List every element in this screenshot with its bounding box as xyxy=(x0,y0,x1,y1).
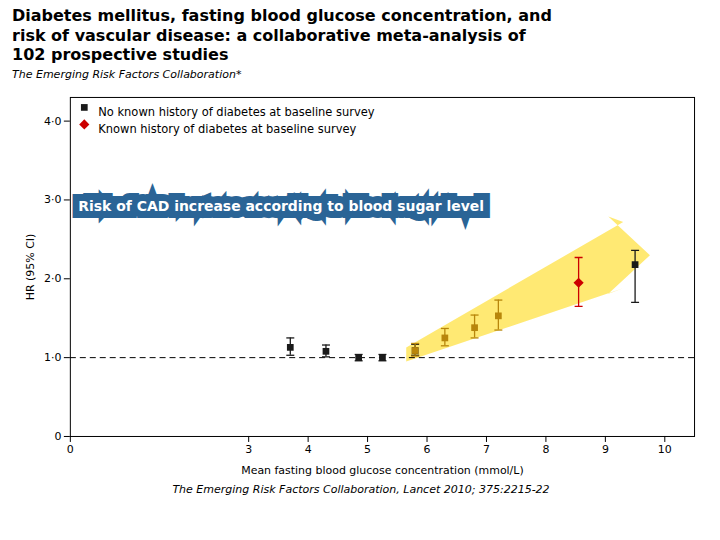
svg-text:6: 6 xyxy=(424,443,431,456)
svg-text:1·0: 1·0 xyxy=(44,351,61,364)
svg-text:5: 5 xyxy=(364,443,371,456)
html-text:Diabetes mellitus, fasting blo: Diabetes mellitus, fasting blood glucose… xyxy=(12,6,552,64)
svg-text:0: 0 xyxy=(54,430,61,443)
svg-text:Known history of diabetes at b: Known history of diabetes at baseline su… xyxy=(98,121,356,135)
svg-text:7: 7 xyxy=(483,443,490,456)
svg-text:3·0: 3·0 xyxy=(44,193,61,206)
svg-text:3: 3 xyxy=(245,443,252,456)
html-text:The Emerging Risk Factors Coll: The Emerging Risk Factors Collaboration,… xyxy=(172,483,550,497)
svg-text:Risk of CAD increase according: Risk of CAD increase according to blood … xyxy=(78,197,484,213)
svg-text:2·0: 2·0 xyxy=(44,272,61,285)
html-text:The Emerging Risk Factors Coll: The Emerging Risk Factors Collaboration* xyxy=(12,67,242,81)
svg-text:No known history of diabetes a: No known history of diabetes at baseline… xyxy=(98,104,375,118)
svg-text:4·0: 4·0 xyxy=(44,114,61,127)
svg-text:8: 8 xyxy=(542,443,549,456)
svg-text:0: 0 xyxy=(67,443,74,456)
svg-text:4: 4 xyxy=(305,443,312,456)
svg-text:9: 9 xyxy=(602,443,609,456)
svg-text:HR (95% CI): HR (95% CI) xyxy=(24,233,37,300)
svg-text:10: 10 xyxy=(658,443,672,456)
svg-text:Mean fasting blood glucose con: Mean fasting blood glucose concentration… xyxy=(241,464,524,477)
